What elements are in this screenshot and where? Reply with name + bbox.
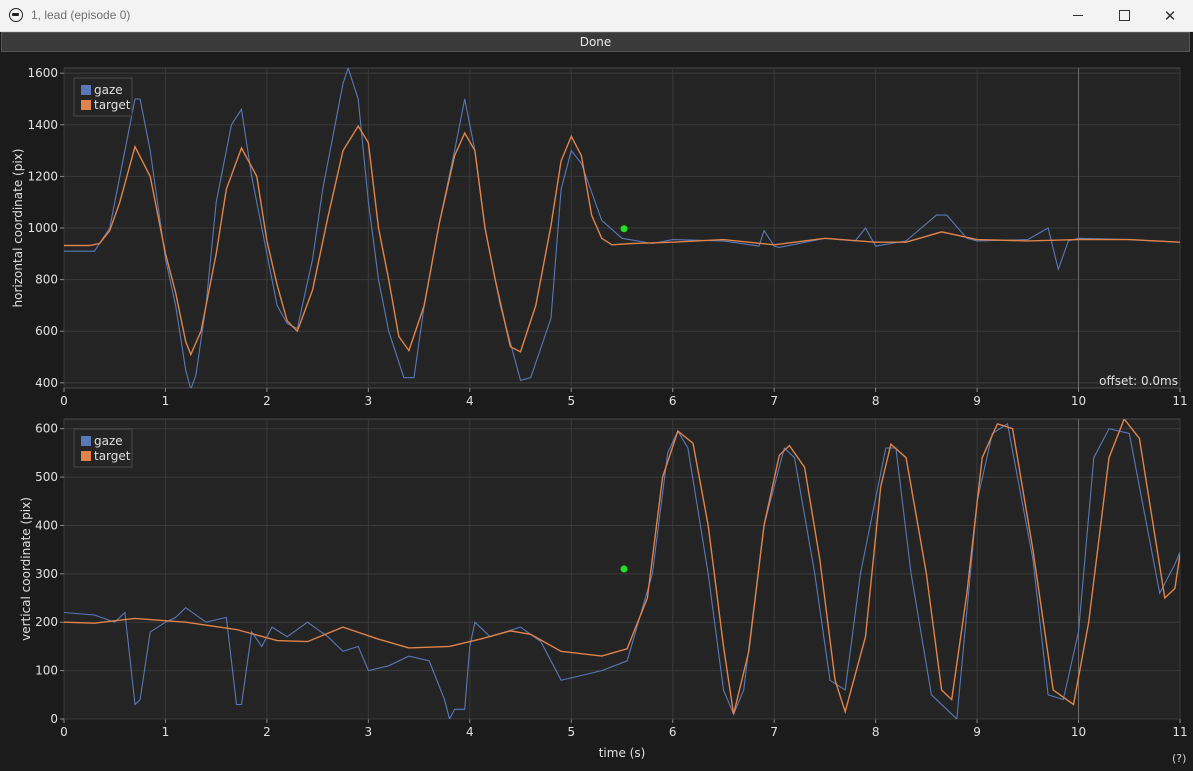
legend-swatch-gaze	[81, 85, 91, 95]
x-tick-label: 10	[1071, 725, 1086, 739]
x-tick-label: 3	[365, 394, 373, 408]
x-tick-label: 6	[669, 394, 677, 408]
x-tick-label: 5	[567, 725, 575, 739]
minimize-icon	[1073, 15, 1083, 16]
plots-canvas[interactable]: 0 1 2 3 4 5 6 7 8 9 10 114006008001000120014001600g…	[0, 52, 1193, 771]
y-tick-label: 1400	[27, 118, 58, 132]
x-tick-label: 11	[1172, 394, 1187, 408]
x-tick-label: 6	[669, 725, 677, 739]
legend-swatch-gaze	[81, 436, 91, 446]
y-tick-label: 500	[35, 470, 58, 484]
legend-label-target: target	[94, 449, 131, 463]
x-tick-label: 1	[162, 725, 170, 739]
marker-dot	[620, 565, 628, 573]
window-title: 1, lead (episode 0)	[31, 8, 131, 22]
y-axis-label: horizontal coordinate (pix)	[11, 149, 25, 308]
offset-annotation: offset: 0.0ms	[1099, 374, 1178, 388]
legend-swatch-target	[81, 100, 91, 110]
marker-dot	[620, 225, 628, 233]
minimize-button[interactable]	[1055, 0, 1101, 31]
y-tick-label: 100	[35, 664, 58, 678]
chart-panel-1: 0 1 2 3 4 5 6 7 8 9 10 11 400 600 800 1000 1200 1400 1600 g…	[11, 66, 1188, 408]
legend-swatch-target	[81, 451, 91, 461]
y-axis-label: vertical coordinate (pix)	[19, 497, 33, 641]
y-tick-label: 600	[35, 324, 58, 338]
x-tick-label: 8	[872, 394, 880, 408]
x-tick-label: 2	[263, 725, 271, 739]
x-tick-label: 4	[466, 394, 474, 408]
x-tick-label: 9	[973, 725, 981, 739]
title-bar: 1, lead (episode 0) ✕	[0, 0, 1193, 32]
y-tick-label: 300	[35, 567, 58, 581]
done-button-label: Done	[579, 35, 612, 49]
maximize-icon	[1118, 10, 1130, 21]
y-tick-label: 1000	[27, 221, 58, 235]
legend-label-target: target	[94, 98, 131, 112]
x-tick-label: 3	[365, 725, 373, 739]
y-tick-label: 800	[35, 273, 58, 287]
app-logo-icon	[9, 8, 23, 22]
x-tick-label: 11	[1172, 725, 1187, 739]
series-gaze-line	[64, 422, 1180, 719]
y-tick-label: 1600	[27, 66, 58, 80]
x-tick-label: 0	[60, 725, 68, 739]
help-button[interactable]: (?)	[1172, 752, 1187, 765]
done-button[interactable]: Done	[1, 32, 1190, 52]
y-tick-label: 600	[35, 422, 58, 436]
legend-label-gaze: gaze	[94, 83, 123, 97]
close-icon: ✕	[1163, 6, 1177, 25]
y-tick-label: 1200	[27, 169, 58, 183]
x-tick-label: 0	[60, 394, 68, 408]
x-tick-label: 4	[466, 725, 474, 739]
x-tick-label: 10	[1071, 394, 1086, 408]
series-target-line	[64, 124, 1180, 357]
chart-panel-2: 0 1 2 3 4 5 6 7 8 9 10 11 0 100 200 300 400 500 600 gazetar…	[19, 418, 1188, 760]
y-tick-label: 400	[35, 376, 58, 390]
legend-label-gaze: gaze	[94, 434, 123, 448]
y-tick-label: 400	[35, 518, 58, 532]
series-target-line	[64, 419, 1180, 715]
x-axis-label: time (s)	[599, 746, 646, 760]
maximize-button[interactable]	[1101, 0, 1147, 31]
close-button[interactable]: ✕	[1147, 0, 1193, 31]
x-tick-label: 9	[973, 394, 981, 408]
y-tick-label: 200	[35, 615, 58, 629]
x-tick-label: 2	[263, 394, 271, 408]
x-tick-label: 1	[162, 394, 170, 408]
x-tick-label: 8	[872, 725, 880, 739]
y-tick-label: 0	[50, 712, 58, 726]
x-tick-label: 7	[770, 394, 778, 408]
x-tick-label: 7	[770, 725, 778, 739]
x-tick-label: 5	[567, 394, 575, 408]
